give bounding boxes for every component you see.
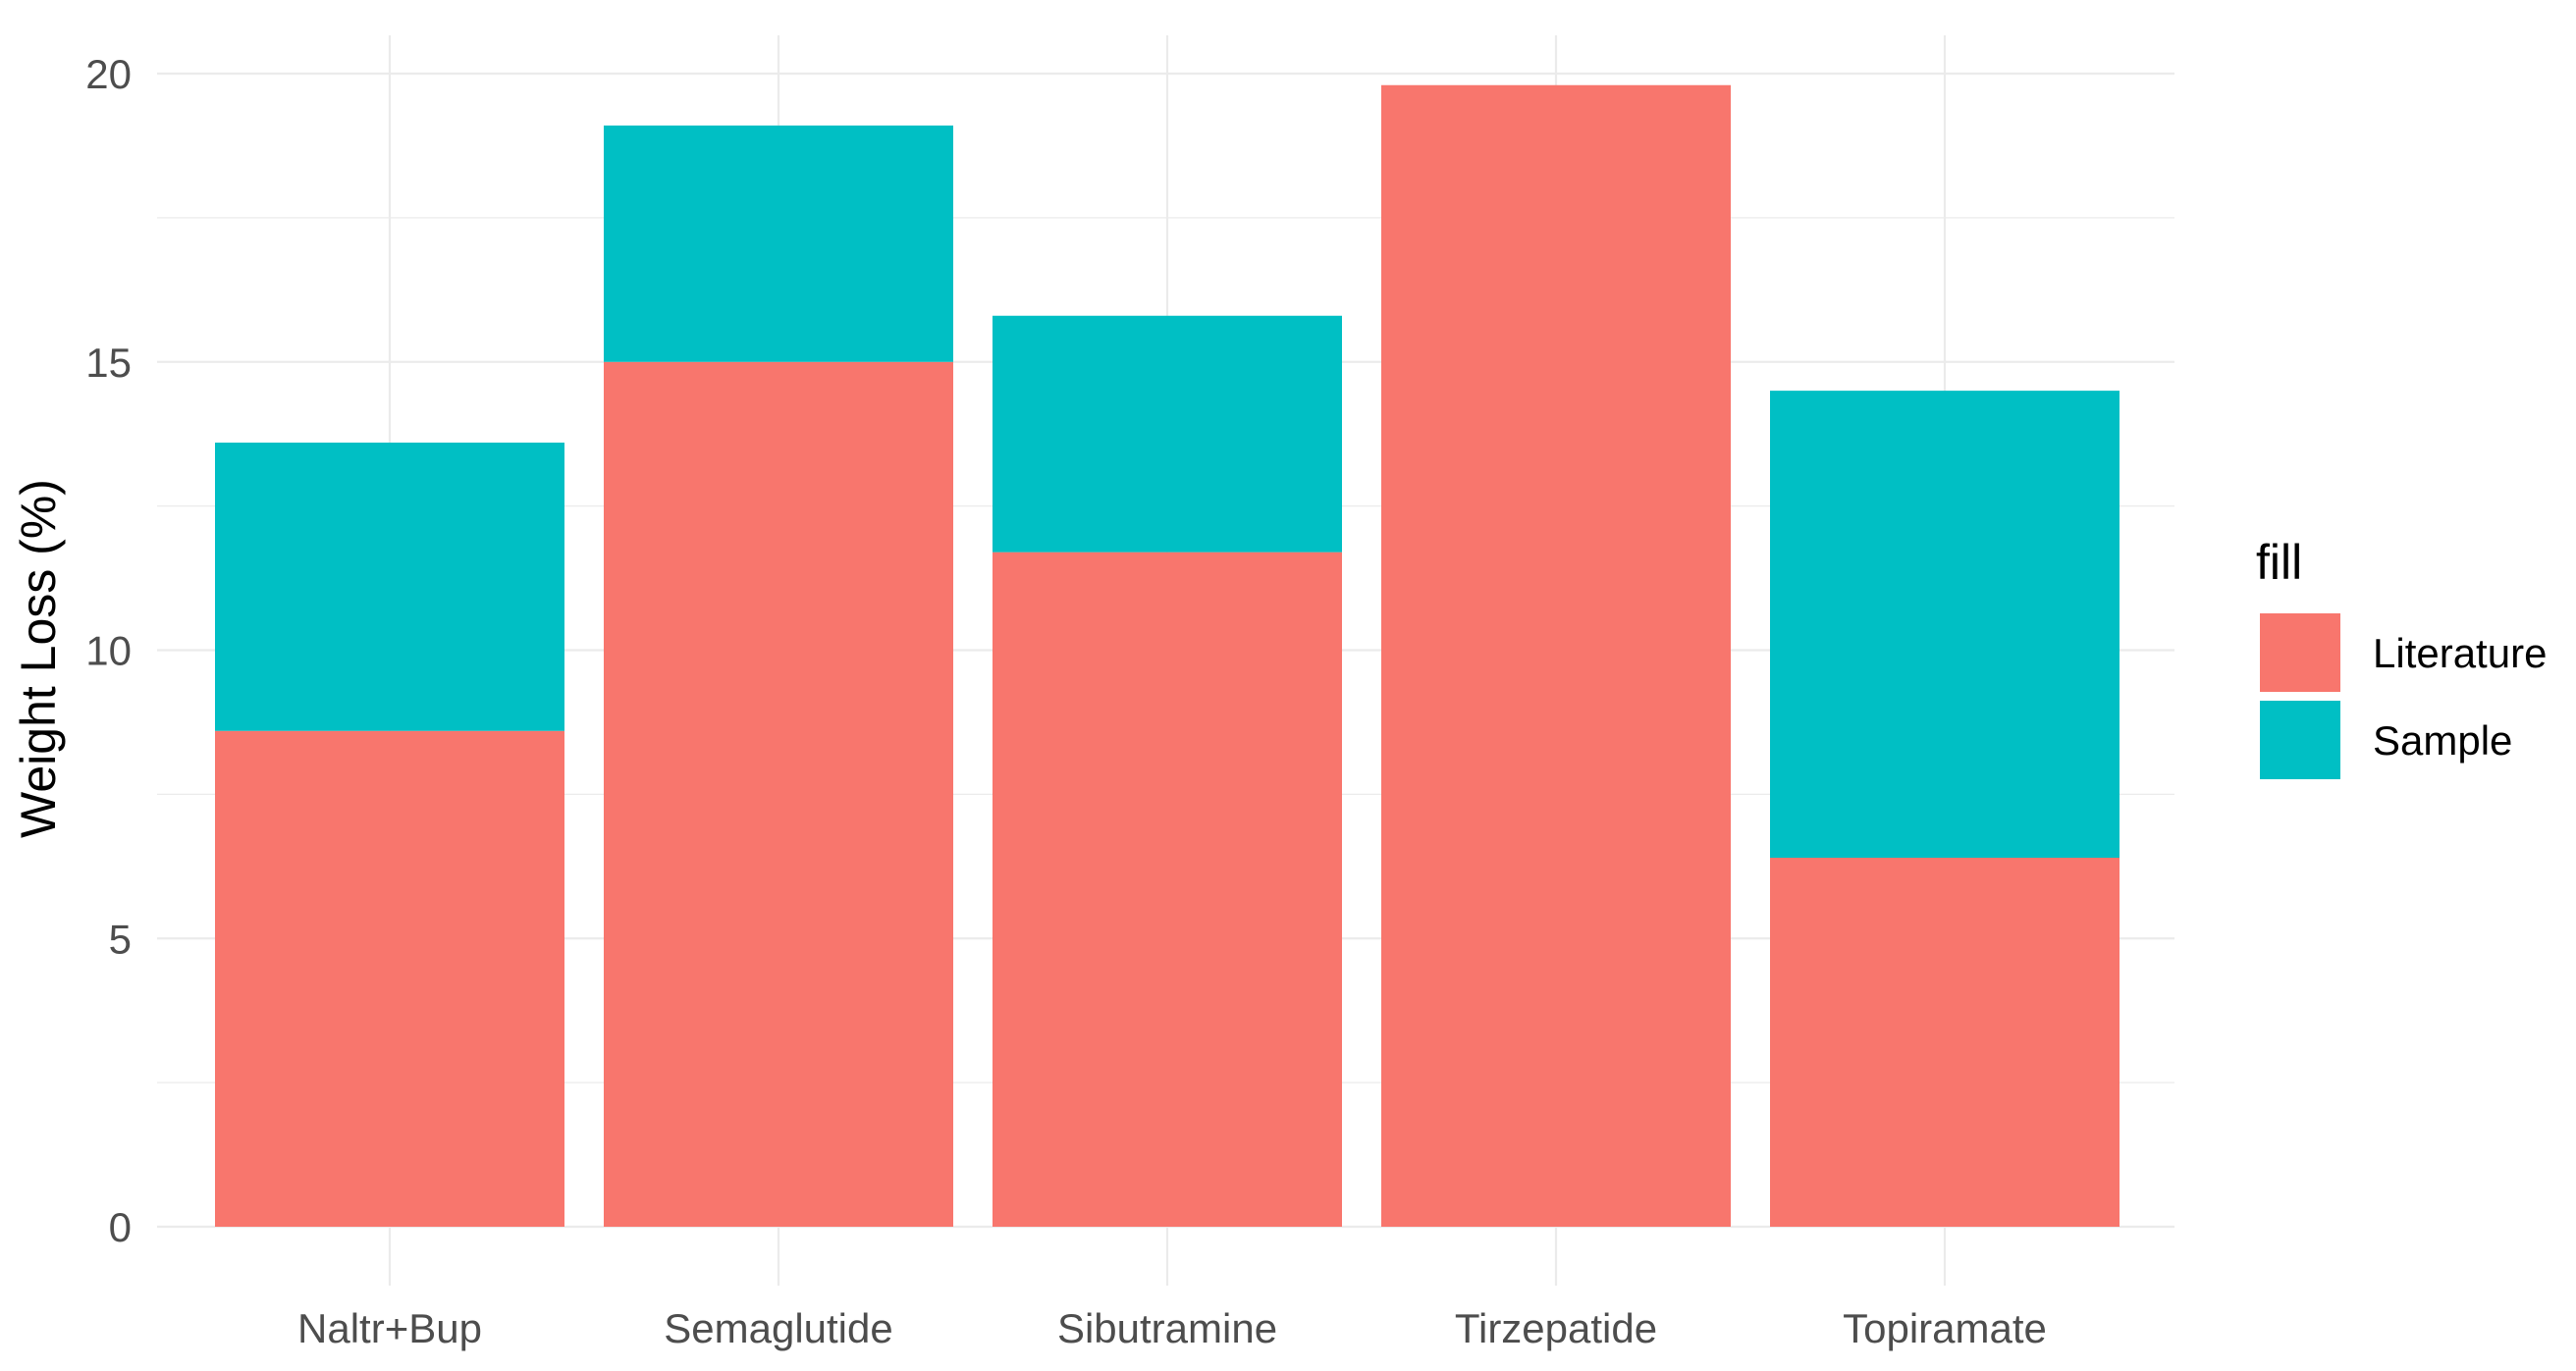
legend-title: fill (2256, 535, 2302, 590)
y-tick-label: 15 (85, 340, 132, 386)
x-tick-label: Tirzepatide (1455, 1305, 1657, 1351)
y-tick-label: 10 (85, 628, 132, 674)
y-tick-label: 5 (109, 916, 132, 962)
y-tick-label: 0 (109, 1204, 132, 1250)
legend-key-literature (2260, 613, 2340, 692)
legend-key-sample (2260, 701, 2340, 779)
legend-label-literature: Literature (2373, 630, 2547, 676)
legend-label-sample: Sample (2373, 717, 2512, 764)
x-axis-ticks: Naltr+Bup Semaglutide Sibutramine Tirzepati… (297, 1305, 2047, 1351)
y-axis-title: Weight Loss (%) (11, 479, 66, 838)
bar-literature-topiramate (1770, 858, 2120, 1227)
y-tick-label: 20 (85, 51, 132, 97)
bar-literature-naltr-bup (215, 730, 564, 1227)
bar-sample-semaglutide (604, 125, 953, 362)
bar-sample-sibutramine (993, 315, 1342, 553)
bar-sample-topiramate (1770, 391, 2120, 858)
bars (215, 84, 2120, 1227)
y-axis-ticks: 0 5 10 15 20 (85, 51, 132, 1250)
bar-sample-naltr-bup (215, 443, 564, 731)
bar-literature-semaglutide (604, 361, 953, 1227)
x-tick-label: Naltr+Bup (297, 1305, 482, 1351)
bar-literature-sibutramine (993, 552, 1342, 1227)
bar-literature-tirzepatide (1381, 84, 1731, 1227)
x-tick-label: Sibutramine (1057, 1305, 1277, 1351)
x-tick-label: Topiramate (1843, 1305, 2047, 1351)
x-tick-label: Semaglutide (664, 1305, 892, 1351)
legend: fill Literature Sample (2256, 535, 2547, 779)
